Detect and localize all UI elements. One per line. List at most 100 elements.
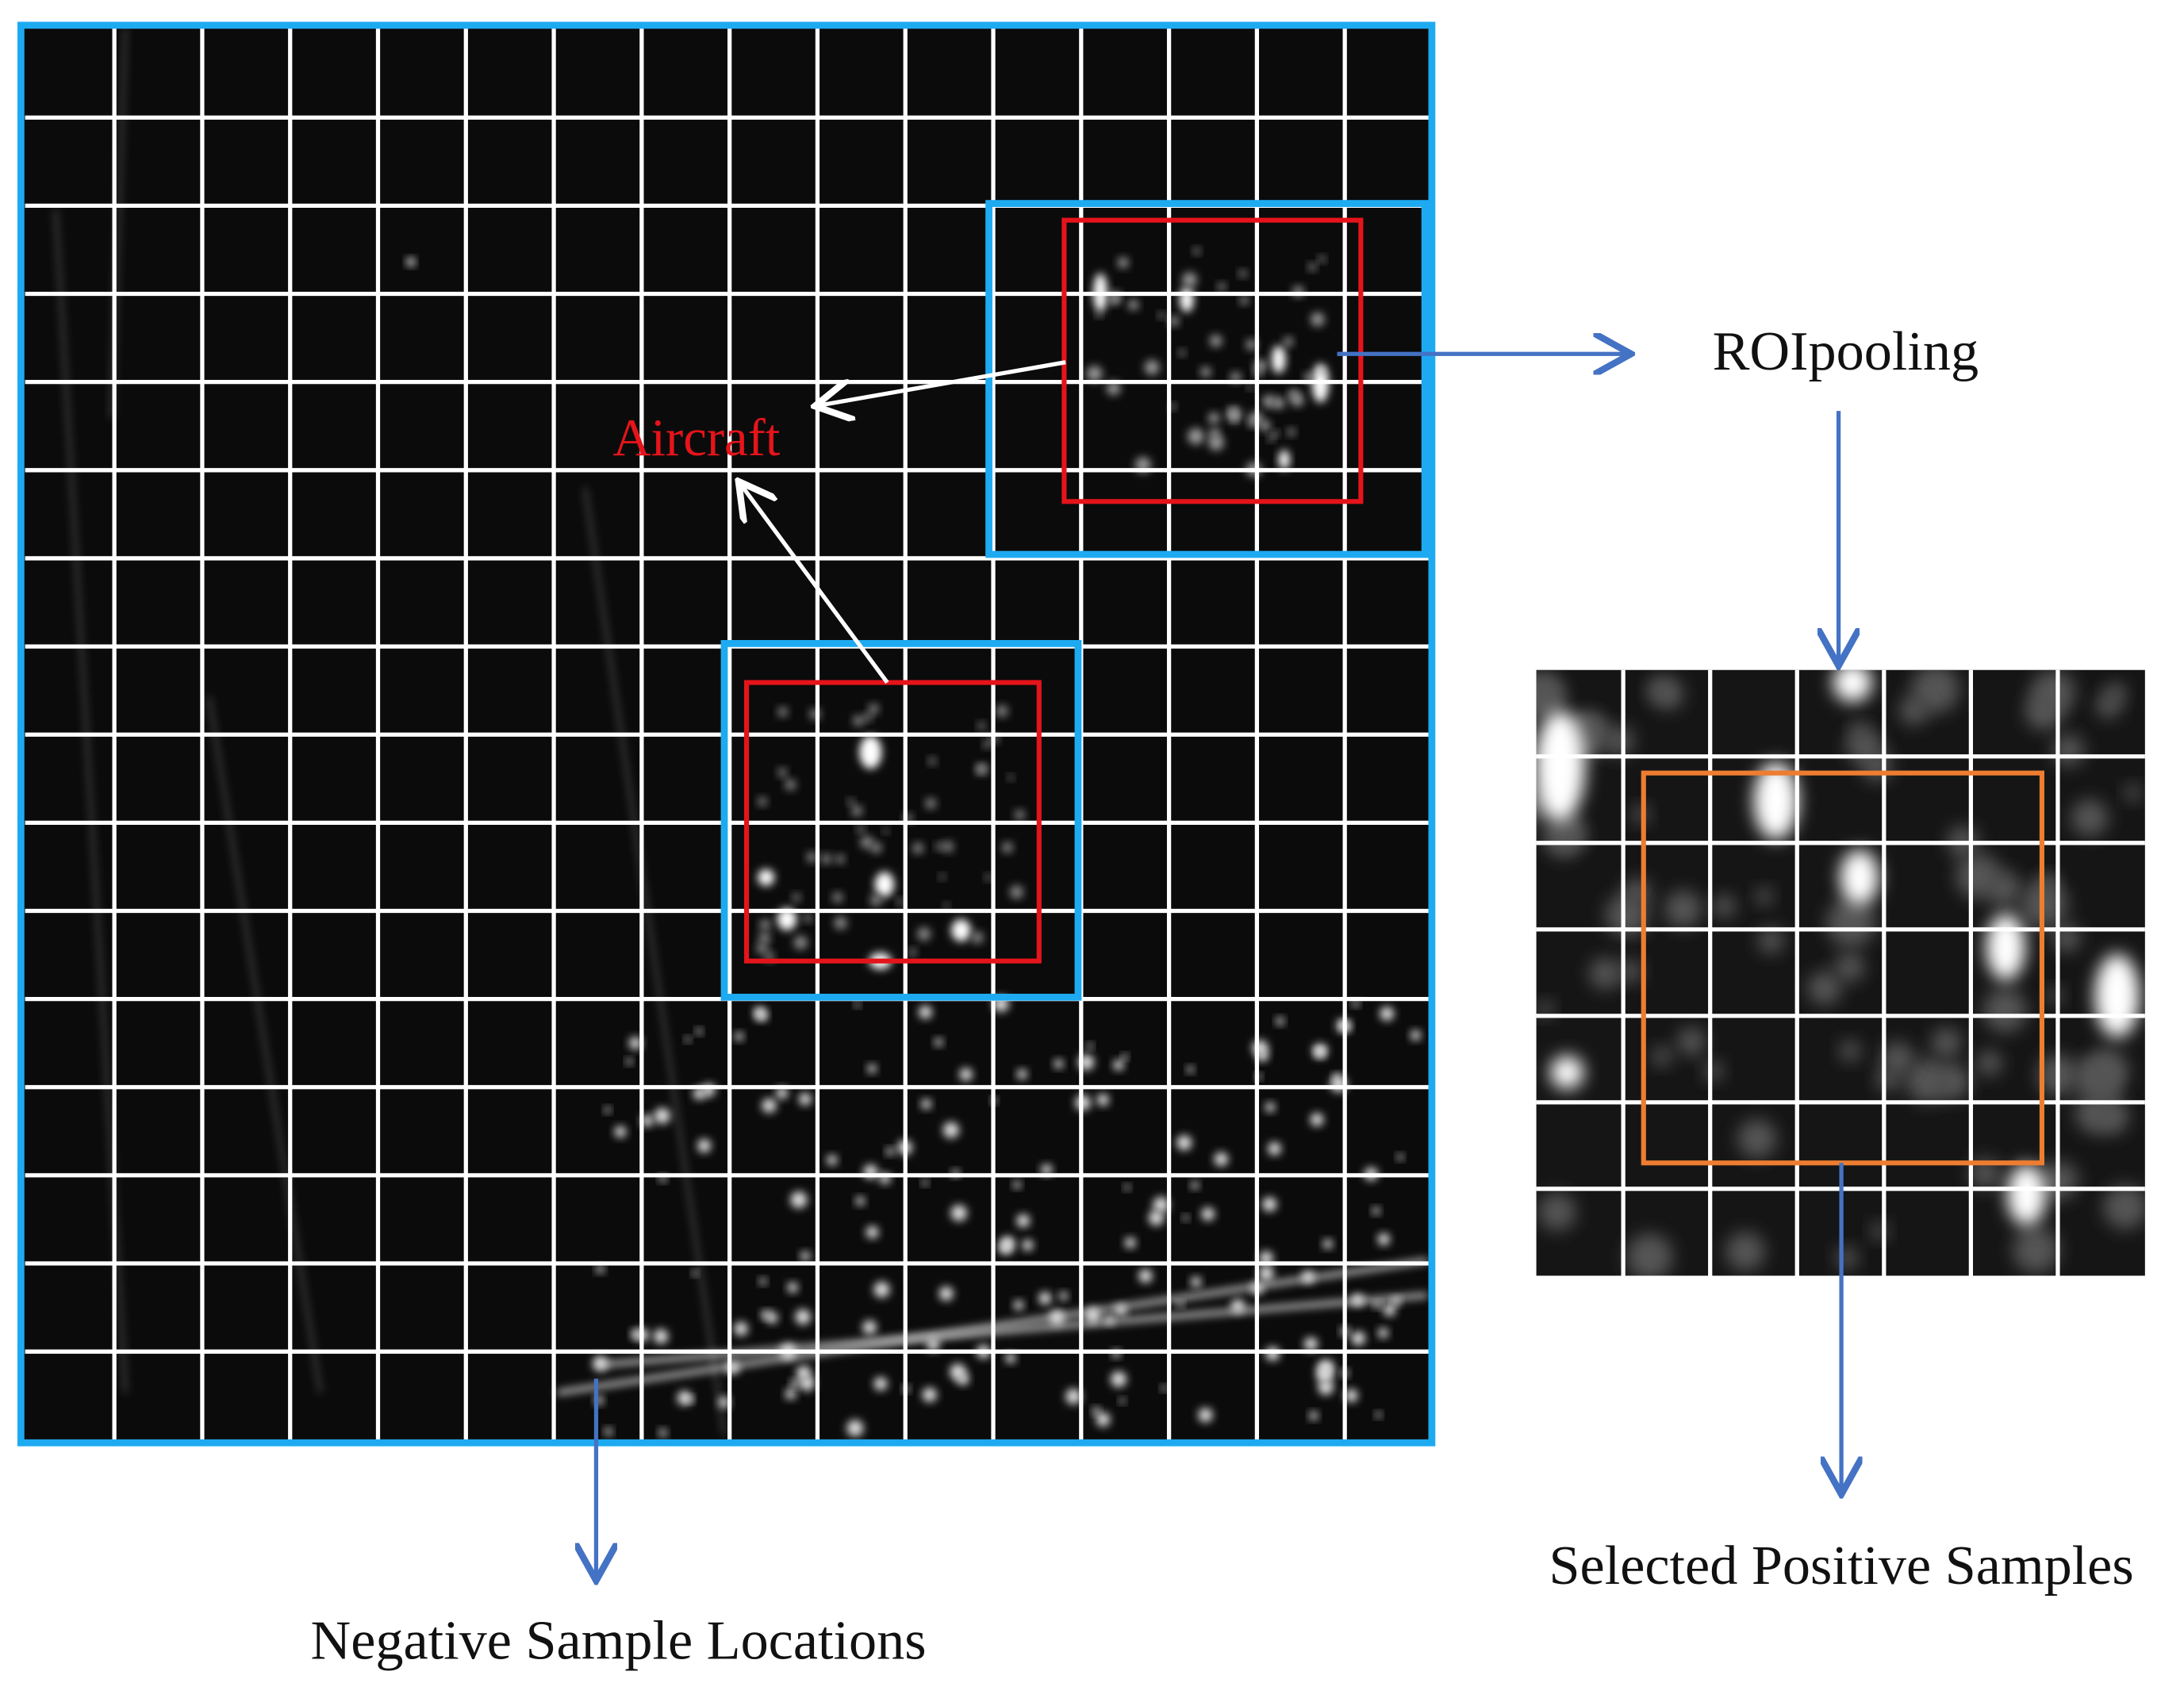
clutter: [864, 713, 873, 722]
clutter: [922, 1179, 929, 1186]
scatterer: [874, 872, 895, 897]
sar-image: Aircraft: [17, 21, 1436, 1447]
image-border: [17, 21, 1436, 1447]
blob: [2071, 799, 2109, 837]
clutter: [896, 898, 904, 906]
scatterer: [406, 258, 416, 266]
clutter: [1265, 1102, 1276, 1113]
clutter: [834, 916, 847, 930]
clutter: [1262, 395, 1276, 408]
clutter: [1193, 247, 1200, 255]
clutter: [942, 1121, 959, 1138]
clutter: [1396, 1154, 1404, 1161]
clutter: [1262, 1197, 1277, 1212]
clutter: [718, 1397, 730, 1409]
clutter: [1087, 1043, 1093, 1049]
clutter: [1239, 296, 1249, 305]
blob: [1846, 728, 1883, 765]
clutter: [614, 1125, 627, 1138]
clutter: [1214, 1152, 1229, 1167]
clutter: [790, 1191, 808, 1209]
clutter: [943, 903, 950, 909]
clutter: [1207, 412, 1220, 424]
clutter: [800, 1251, 811, 1261]
clutter: [1015, 810, 1025, 820]
clutter: [1188, 427, 1204, 445]
clutter: [1229, 408, 1237, 416]
blob: [1982, 988, 2028, 1033]
clutter: [985, 874, 992, 881]
clutter: [1411, 1029, 1421, 1041]
blob: [1538, 1193, 1576, 1231]
clutter: [908, 948, 917, 956]
clutter: [835, 854, 845, 864]
clutter: [1318, 255, 1326, 263]
clutter: [853, 715, 865, 726]
clutter: [653, 1328, 669, 1344]
clutter: [1318, 1379, 1334, 1395]
clutter: [1287, 427, 1295, 436]
clutter: [1191, 1276, 1202, 1287]
blob: [1956, 853, 2002, 899]
clutter: [832, 892, 843, 903]
clutter: [1187, 1066, 1194, 1073]
clutter: [1127, 299, 1139, 310]
blob: [2025, 693, 2063, 730]
clutter: [804, 914, 812, 922]
clutter: [1377, 1232, 1390, 1246]
blob: [1652, 677, 1684, 710]
blob: [1550, 1056, 1584, 1090]
clutter: [1311, 312, 1325, 327]
clutter: [1303, 373, 1314, 382]
clutter: [1177, 1301, 1184, 1308]
blob: [1976, 1050, 2002, 1076]
clutter: [971, 931, 984, 944]
clutter: [1065, 1388, 1082, 1405]
clutter: [921, 1098, 931, 1110]
clutter: [1005, 1352, 1016, 1363]
clutter: [1178, 349, 1186, 357]
clutter: [758, 796, 767, 807]
clutter: [1265, 1347, 1280, 1361]
clutter: [935, 842, 943, 850]
clutter: [1176, 1135, 1192, 1151]
clutter: [1231, 416, 1238, 423]
clutter: [867, 1064, 877, 1074]
clutter: [868, 703, 879, 715]
clutter: [976, 763, 988, 775]
clutter: [1268, 1142, 1281, 1156]
clutter: [1378, 1328, 1388, 1339]
clutter: [1113, 1060, 1124, 1071]
clutter: [756, 942, 768, 954]
blob: [1589, 957, 1622, 990]
clutter: [862, 1320, 877, 1335]
blob: [1603, 726, 1634, 757]
clutter: [777, 707, 788, 717]
clutter: [1059, 1291, 1068, 1301]
clutter: [1022, 1239, 1034, 1252]
blob: [2007, 1164, 2047, 1226]
clutter: [692, 1270, 698, 1277]
clutter: [1013, 1300, 1024, 1310]
scatterer: [1271, 345, 1286, 374]
clutter: [1247, 384, 1253, 390]
clutter: [1084, 1307, 1101, 1324]
blob: [1836, 1247, 1858, 1269]
arrow: [741, 485, 889, 684]
blob: [1537, 1000, 1554, 1018]
clutter: [604, 1106, 611, 1114]
clutter: [697, 1139, 712, 1153]
clutter: [1124, 1184, 1130, 1190]
blob: [1840, 1040, 1861, 1062]
clutter: [827, 1155, 838, 1166]
scatterer: [859, 735, 882, 769]
blob: [2084, 1048, 2129, 1094]
blob: [1834, 952, 1865, 982]
proposal-box: [720, 640, 1082, 1001]
clutter: [593, 1355, 608, 1371]
scatterer: [758, 868, 775, 886]
clutter: [1148, 1210, 1165, 1226]
clutter: [998, 1240, 1013, 1255]
clutter: [762, 1098, 777, 1114]
clutter: [1322, 1239, 1333, 1249]
